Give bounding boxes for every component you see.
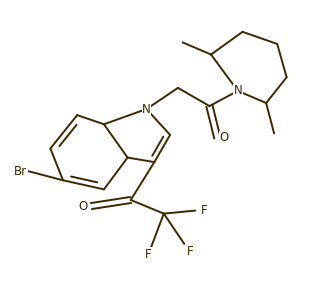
Text: N: N [142, 103, 151, 115]
Text: O: O [79, 200, 88, 212]
Text: F: F [187, 245, 194, 258]
Text: O: O [220, 132, 229, 144]
Text: F: F [145, 248, 152, 261]
Text: F: F [201, 204, 208, 217]
Text: N: N [233, 85, 242, 97]
Text: Br: Br [14, 165, 27, 178]
